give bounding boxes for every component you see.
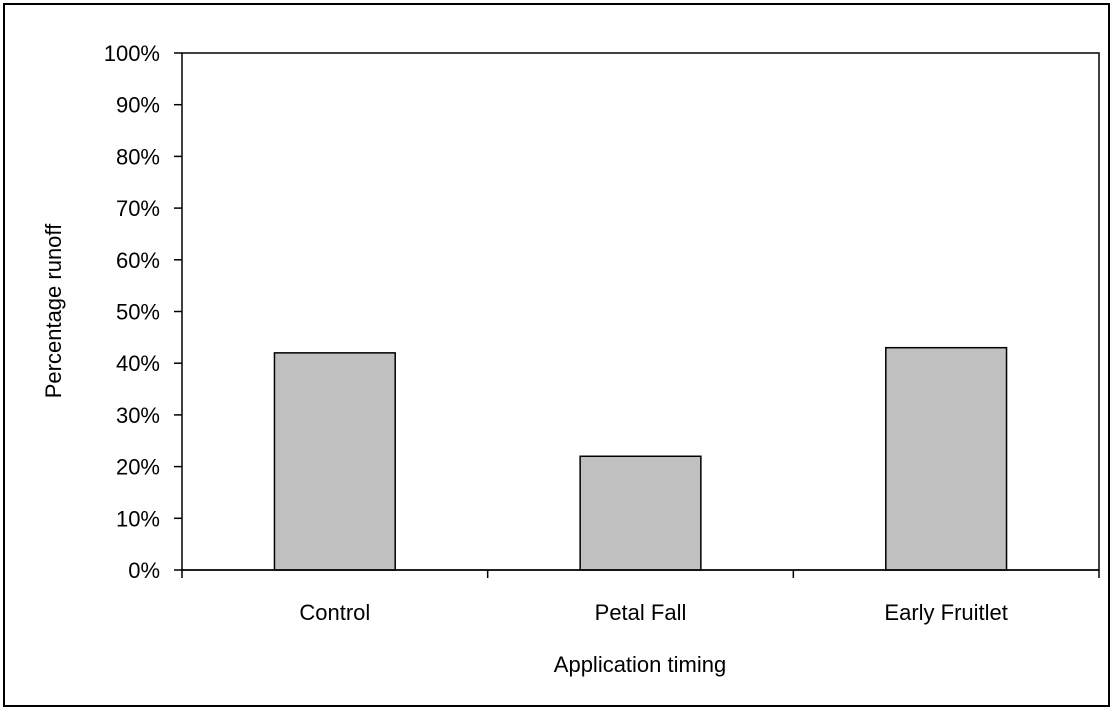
y-tick-label: 90% (116, 93, 160, 118)
x-axis-ticks: Control Petal Fall Early Fruitlet (181, 570, 1100, 625)
bar-petal-fall (579, 455, 702, 571)
y-tick-label: 30% (116, 403, 160, 428)
y-tick-label: 0% (128, 558, 160, 583)
y-axis-title: Percentage runoff (41, 223, 66, 398)
y-tick-label: 80% (116, 144, 160, 169)
y-tick-label: 100% (104, 41, 160, 66)
x-tick-label: Early Fruitlet (884, 600, 1007, 625)
x-tick-label: Petal Fall (595, 600, 687, 625)
y-tick-label: 10% (116, 506, 160, 531)
y-tick-label: 60% (116, 248, 160, 273)
y-axis-ticks: 0% 10% 20% 30% 40% 50% 60% 70% 80% 90% 100% (104, 41, 182, 583)
y-tick-label: 20% (116, 455, 160, 480)
bar-early-fruitlet (885, 346, 1008, 571)
bars (273, 346, 1008, 571)
y-tick-label: 70% (116, 196, 160, 221)
x-axis-title: Application timing (554, 652, 726, 677)
bar-control (273, 352, 396, 571)
y-tick-label: 40% (116, 351, 160, 376)
x-tick-label: Control (299, 600, 370, 625)
y-tick-label: 50% (116, 300, 160, 325)
